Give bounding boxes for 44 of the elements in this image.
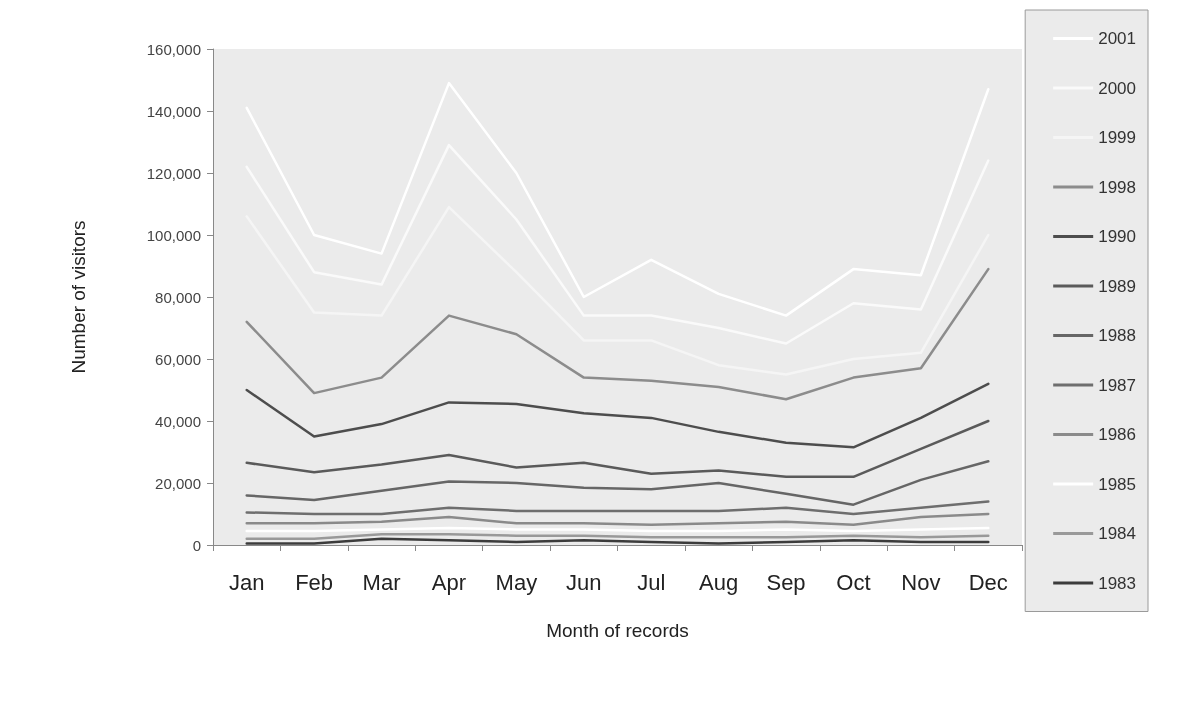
- line-series: [245, 143, 990, 345]
- line-series: [245, 205, 990, 376]
- legend-label: 1983: [1098, 573, 1137, 593]
- y-tick-label: 140,000: [146, 102, 201, 120]
- y-tick-label: 60,000: [155, 350, 201, 368]
- line-series: [245, 512, 990, 527]
- x-tick-label: Oct: [836, 569, 871, 595]
- line-series: [245, 419, 990, 479]
- legend-label: 1989: [1098, 276, 1137, 296]
- y-tick-label: 120,000: [146, 164, 201, 182]
- x-tick-label: Jun: [566, 569, 602, 595]
- x-axis-title: Month of records: [546, 620, 689, 641]
- x-tick-label: Dec: [968, 569, 1008, 595]
- legend-label: 1990: [1098, 227, 1137, 246]
- legend-label: 2001: [1098, 29, 1137, 48]
- legend-label: 1987: [1098, 375, 1137, 395]
- x-tick-label: May: [495, 569, 538, 595]
- line-series: [245, 500, 990, 516]
- y-axis-title: Number of visitors: [68, 220, 89, 374]
- legend-label: 1984: [1098, 524, 1137, 543]
- x-tick-label: Sep: [766, 569, 806, 595]
- y-tick-label: 160,000: [146, 40, 201, 58]
- legend-label: 1985: [1098, 474, 1137, 494]
- legend-label: 1999: [1098, 128, 1137, 147]
- x-tick-label: Nov: [901, 569, 941, 595]
- y-tick-label: 100,000: [146, 226, 201, 244]
- legend-label: 1998: [1098, 177, 1137, 197]
- line-series: [245, 382, 990, 449]
- x-tick-label: Aug: [699, 569, 739, 595]
- y-tick-label: 20,000: [155, 474, 201, 492]
- x-tick-label: Jul: [637, 569, 666, 595]
- y-tick-label: 0: [192, 536, 201, 554]
- y-tick-label: 80,000: [155, 288, 201, 306]
- legend-label: 1986: [1098, 425, 1137, 444]
- y-tick-label: 40,000: [155, 412, 201, 430]
- legend-label: 2000: [1098, 78, 1137, 98]
- legend-label: 1988: [1098, 326, 1137, 345]
- x-tick-label: Jan: [228, 569, 265, 595]
- line-series: [245, 267, 990, 401]
- x-tick-label: Apr: [431, 569, 467, 595]
- line-series: [245, 81, 990, 317]
- line-series: [245, 460, 990, 506]
- x-tick-label: Feb: [295, 569, 334, 595]
- x-tick-label: Mar: [362, 569, 401, 595]
